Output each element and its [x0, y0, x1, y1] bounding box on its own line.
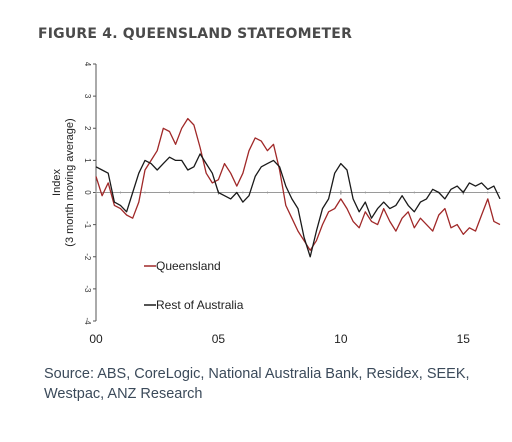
legend-label: Rest of Australia	[156, 298, 244, 312]
series-line-rest-of-australia	[95, 153, 501, 258]
y-axis-title-group: Index (3 month moving average)	[51, 118, 76, 246]
x-tick-label: 05	[212, 332, 226, 346]
y-tick-label: 1	[83, 158, 92, 163]
x-tick-label: 10	[334, 332, 348, 346]
y-tick-label: -2	[83, 253, 92, 261]
legend: Queensland Rest of Australia	[144, 259, 244, 312]
x-tick-label: 00	[89, 332, 103, 346]
y-tick-label: -4	[83, 317, 92, 325]
y-axis-title: Index	[51, 169, 63, 196]
y-axis-subtitle: (3 month moving average)	[64, 118, 76, 246]
source-note: Source: ABS, CoreLogic, National Austral…	[44, 366, 470, 402]
y-tick-label: 2	[83, 126, 92, 131]
y-tick-label: -3	[83, 285, 92, 293]
series-line-queensland	[95, 117, 501, 251]
y-tick-label: 0	[83, 190, 92, 195]
x-tick-label: 15	[457, 332, 471, 346]
series-layer	[95, 117, 501, 258]
y-tick-label: 3	[83, 94, 92, 99]
figure-title: FIGURE 4. QUEENSLAND STATEOMETER	[38, 26, 353, 42]
y-tick-label: 4	[83, 62, 92, 67]
y-tick-label: -1	[83, 221, 92, 229]
legend-label: Queensland	[156, 259, 221, 273]
